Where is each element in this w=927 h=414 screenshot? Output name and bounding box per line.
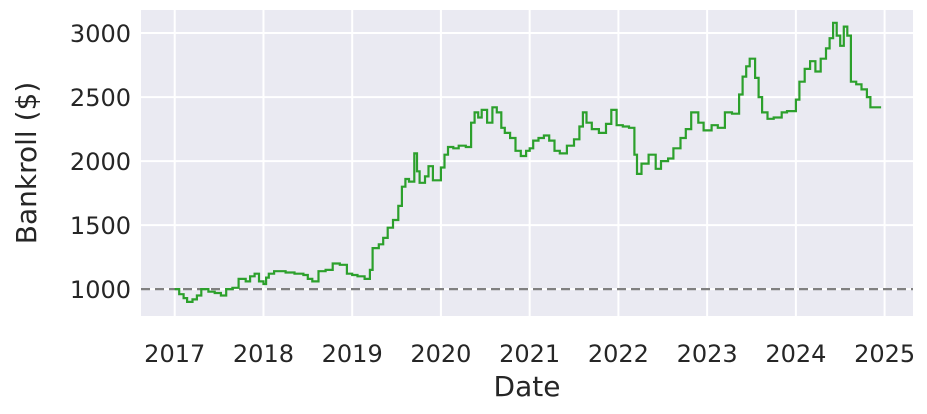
y-tick-label: 2500 [70, 84, 131, 112]
grid-lines [141, 10, 913, 316]
x-tick-label: 2023 [677, 340, 738, 368]
x-tick-label: 2024 [765, 340, 826, 368]
x-tick-label: 2025 [854, 340, 915, 368]
y-tick-label: 3000 [70, 20, 131, 48]
x-axis-label: Date [494, 370, 561, 403]
x-tick-label: 2020 [410, 340, 471, 368]
y-tick-labels: 1000 1500 2000 2500 3000 [70, 20, 131, 304]
x-tick-label: 2018 [233, 340, 294, 368]
bankroll-series-line [174, 21, 882, 303]
plot-background [141, 10, 913, 316]
y-axis-label: Bankroll ($) [10, 82, 43, 244]
y-tick-label: 2000 [70, 148, 131, 176]
x-tick-label: 2017 [144, 340, 205, 368]
x-tick-label: 2021 [499, 340, 560, 368]
x-tick-labels: 2017 2018 2019 2020 2021 2022 2023 2024 2025 [144, 340, 915, 368]
y-tick-label: 1000 [70, 276, 131, 304]
x-tick-label: 2019 [322, 340, 383, 368]
y-tick-label: 1500 [70, 212, 131, 240]
x-tick-label: 2022 [588, 340, 649, 368]
